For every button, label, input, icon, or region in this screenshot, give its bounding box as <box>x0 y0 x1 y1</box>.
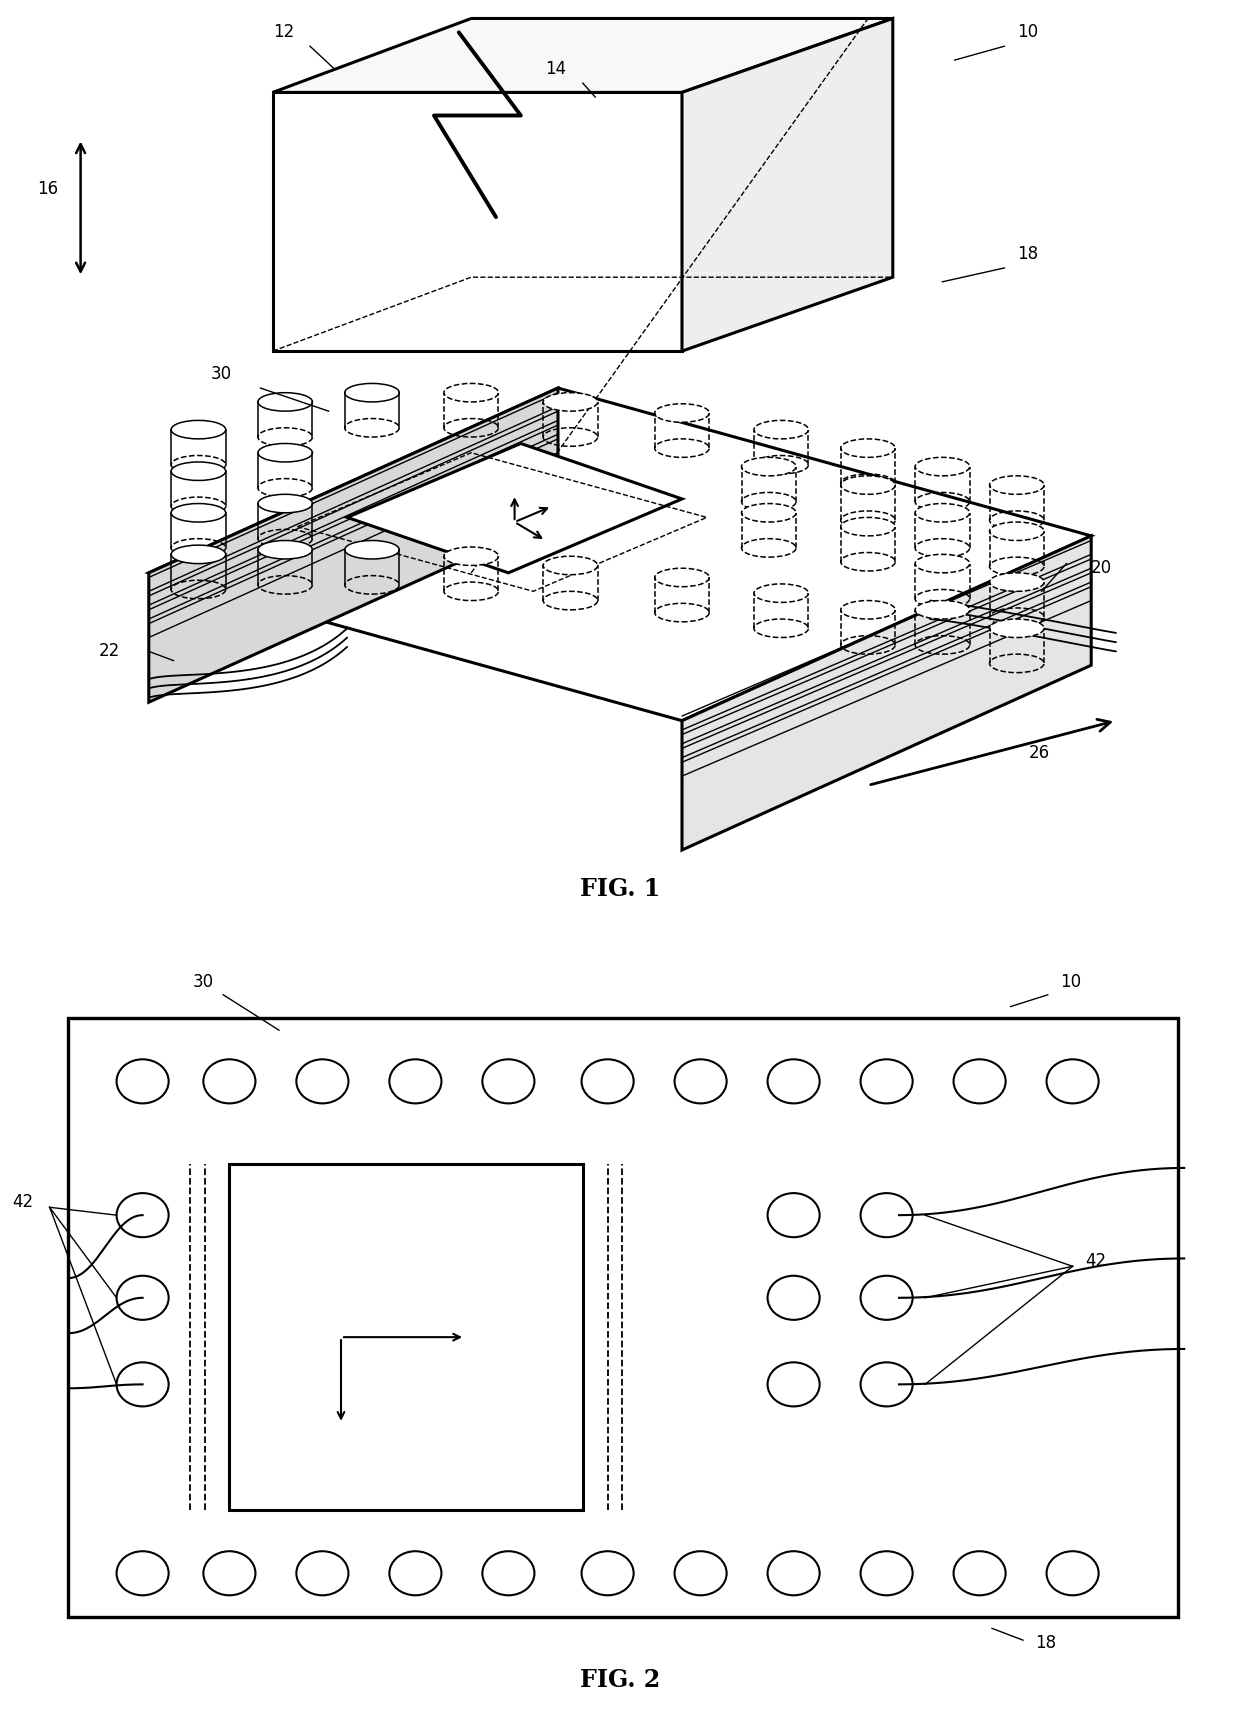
Text: 16: 16 <box>37 180 58 198</box>
Text: 18: 18 <box>1017 245 1038 263</box>
Ellipse shape <box>990 573 1044 592</box>
Text: 26: 26 <box>1029 744 1050 761</box>
Text: FIG. 2: FIG. 2 <box>580 1668 660 1692</box>
Ellipse shape <box>258 541 312 559</box>
Polygon shape <box>682 19 893 351</box>
Ellipse shape <box>258 494 312 513</box>
Ellipse shape <box>742 503 796 522</box>
Ellipse shape <box>841 440 895 457</box>
Text: 20: 20 <box>1091 559 1112 577</box>
Ellipse shape <box>754 583 808 602</box>
Ellipse shape <box>841 601 895 619</box>
Text: 12: 12 <box>273 22 294 41</box>
Ellipse shape <box>345 541 399 559</box>
Ellipse shape <box>171 546 226 563</box>
Ellipse shape <box>258 394 312 411</box>
Ellipse shape <box>841 476 895 494</box>
Ellipse shape <box>990 619 1044 638</box>
Ellipse shape <box>171 462 226 481</box>
Ellipse shape <box>543 394 598 411</box>
Ellipse shape <box>258 443 312 462</box>
Text: 42: 42 <box>1085 1252 1106 1270</box>
Polygon shape <box>347 443 682 573</box>
Ellipse shape <box>655 404 709 423</box>
Ellipse shape <box>742 457 796 476</box>
Polygon shape <box>149 388 1091 720</box>
Ellipse shape <box>915 503 970 522</box>
Ellipse shape <box>655 568 709 587</box>
Bar <box>229 1163 583 1511</box>
Text: 30: 30 <box>192 974 213 991</box>
Polygon shape <box>682 536 1091 850</box>
Ellipse shape <box>915 457 970 476</box>
Ellipse shape <box>345 383 399 402</box>
Polygon shape <box>273 92 682 351</box>
Ellipse shape <box>543 556 598 575</box>
Polygon shape <box>273 19 893 92</box>
Ellipse shape <box>171 503 226 522</box>
Text: 14: 14 <box>546 60 567 79</box>
Text: 10: 10 <box>1060 974 1081 991</box>
Ellipse shape <box>990 476 1044 494</box>
Ellipse shape <box>915 601 970 619</box>
Text: FIG. 1: FIG. 1 <box>580 878 660 902</box>
Bar <box>68 1018 1178 1617</box>
Text: 22: 22 <box>99 642 120 660</box>
Text: 30: 30 <box>211 364 232 383</box>
Ellipse shape <box>990 522 1044 541</box>
Text: 18: 18 <box>1035 1634 1056 1653</box>
Ellipse shape <box>841 517 895 536</box>
Ellipse shape <box>171 421 226 438</box>
Text: 10: 10 <box>1017 22 1038 41</box>
Ellipse shape <box>444 548 498 565</box>
Ellipse shape <box>444 383 498 402</box>
Ellipse shape <box>754 421 808 438</box>
Text: 42: 42 <box>12 1193 33 1211</box>
Polygon shape <box>149 388 558 702</box>
Ellipse shape <box>915 554 970 573</box>
